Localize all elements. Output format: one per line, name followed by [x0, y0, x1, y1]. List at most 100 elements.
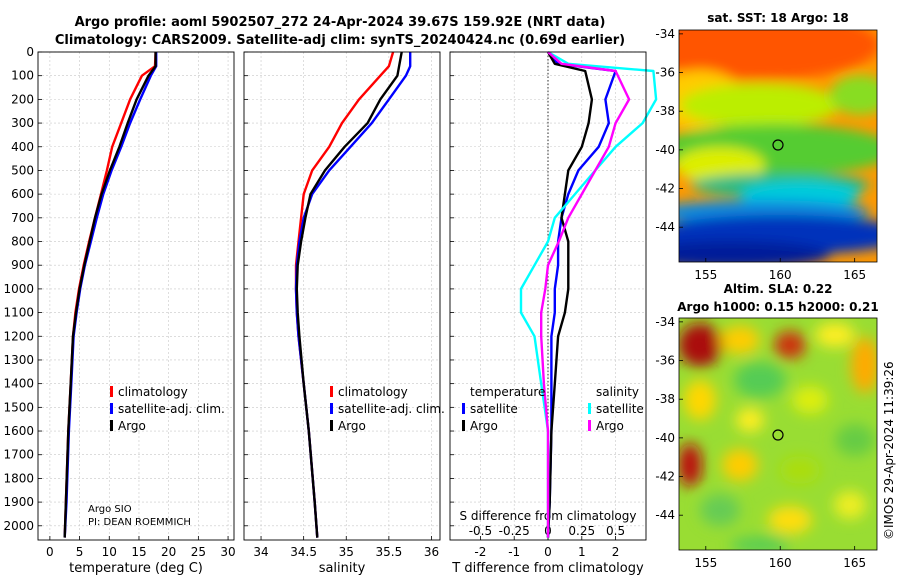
x-tick-label: 1 — [578, 545, 586, 559]
x-axis-label: temperature (deg C) — [69, 561, 203, 576]
x-tick-label: 15 — [131, 545, 146, 559]
x-tick-label: 36 — [424, 545, 439, 559]
legend-label-satellite: satellite-adj. clim. — [338, 402, 445, 416]
x-tick-label: -2 — [474, 545, 486, 559]
map-y-tick-label: -44 — [655, 220, 675, 234]
plot-frame — [449, 51, 647, 541]
map-y-tick-label: -40 — [655, 431, 675, 445]
plot-frame — [243, 51, 441, 541]
legend-label-argo: Argo — [338, 419, 366, 433]
series-line-salinity-satellite — [519, 50, 658, 538]
y-tick-label: 700 — [11, 211, 34, 225]
series-line-argo — [63, 52, 157, 538]
y-tick-label: 1200 — [3, 329, 34, 343]
legend-label-satellite: satellite-adj. clim. — [118, 402, 225, 416]
map-y-tick-label: -42 — [655, 470, 675, 484]
x-tick-label: -1 — [508, 545, 520, 559]
map-y-tick-label: -44 — [655, 508, 675, 522]
x-tick-label: 35 — [339, 545, 354, 559]
legend-swatch-temp-satellite — [462, 403, 465, 414]
y-tick-label: 0 — [26, 45, 34, 59]
argo-location-marker — [772, 429, 784, 441]
title-line1: Argo profile: aoml 5902507_272 24-Apr-20… — [75, 15, 606, 30]
series-line-temperature-argo — [546, 51, 594, 538]
map-y-tick-label: -42 — [655, 182, 675, 196]
secondary-x-tick-label: -0.5 — [469, 524, 492, 538]
legend-label-argo: Argo — [118, 419, 146, 433]
map-x-tick-label: 160 — [769, 556, 792, 570]
series-line-temperature-satellite — [546, 51, 617, 538]
map-y-tick-label: -38 — [655, 104, 675, 118]
x-tick-label: 0 — [544, 545, 552, 559]
legend-label-temp-satellite: satellite — [470, 402, 518, 416]
legend-label-climatology: climatology — [118, 385, 188, 399]
series-line-salinity-argo — [540, 51, 631, 538]
sla-map-image — [679, 318, 877, 550]
x-tick-label: 34 — [253, 545, 268, 559]
salinity-legend: climatology satellite-adj. clim. Argo — [330, 385, 445, 433]
x-axis-label: salinity — [319, 561, 366, 576]
x-axis-label: T difference from climatology — [451, 561, 644, 576]
series-line-argo — [295, 51, 403, 538]
legend-swatch-satellite — [110, 403, 113, 414]
sla-map-subtitle: Argo h1000: 0.15 h2000: 0.21 — [677, 300, 878, 314]
sst-map-title: sat. SST: 18 Argo: 18 — [707, 11, 849, 25]
x-tick-label: 34.5 — [290, 545, 317, 559]
y-tick-label: 1100 — [3, 306, 34, 320]
map-x-tick-label: 155 — [694, 268, 717, 282]
legend-swatch-satellite — [330, 403, 333, 414]
legend-swatch-sal-satellite — [588, 403, 591, 414]
difference-panel: -2 -1 0 1 2-0.5 -0.25 0 0.25 0.5S difference fro… — [449, 50, 658, 576]
x-tick-label: 20 — [161, 545, 176, 559]
sla-map-frame — [678, 317, 878, 551]
legend-label-climatology: climatology — [338, 385, 408, 399]
sst-map-image — [679, 30, 877, 262]
y-tick-label: 1800 — [3, 471, 34, 485]
legend-label-temp-argo: Argo — [470, 419, 498, 433]
plot-frame — [37, 51, 235, 541]
map-x-tick-label: 165 — [843, 556, 866, 570]
series-line-satellite-adj-clim- — [294, 52, 412, 538]
legend-swatch-temp-argo — [462, 420, 465, 431]
legend-swatch-climatology — [110, 386, 113, 397]
secondary-x-tick-label: -0.25 — [499, 524, 530, 538]
legend-heading-temperature: temperature — [470, 385, 545, 399]
x-tick-label: 5 — [76, 545, 84, 559]
legend-swatch-climatology — [330, 386, 333, 397]
y-tick-label: 1300 — [3, 353, 34, 367]
timestamp: ©IMOS 29-Apr-2024 11:39:26 — [882, 361, 896, 540]
map-y-tick-label: -38 — [655, 392, 675, 406]
credit-line1: Argo SIO — [88, 504, 132, 515]
salinity-panel: 34 34.5 35 35.5 36 salinity — [243, 51, 441, 576]
map-x-tick-label: 160 — [769, 268, 792, 282]
map-y-tick-label: -34 — [655, 27, 675, 41]
title-line2: Climatology: CARS2009. Satellite-adj cli… — [55, 33, 625, 48]
y-tick-label: 2000 — [3, 519, 34, 533]
secondary-x-tick-label: 0.5 — [606, 524, 625, 538]
temperature-legend: climatology satellite-adj. clim. Argo — [110, 385, 225, 433]
sst-map-axes: 155 160 165 -34 -36 -38 -40 -42 -44 — [655, 27, 866, 282]
y-tick-label: 1500 — [3, 400, 34, 414]
x-tick-label: 0 — [46, 545, 54, 559]
y-tick-label: 1600 — [3, 424, 34, 438]
x-tick-label: 2 — [612, 545, 620, 559]
secondary-x-tick-label: 0.25 — [568, 524, 595, 538]
map-y-tick-label: -36 — [655, 66, 675, 80]
map-y-tick-label: -36 — [655, 354, 675, 368]
y-tick-label: 400 — [11, 140, 34, 154]
credit-line2: PI: DEAN ROEMMICH — [88, 517, 191, 528]
legend-label-sal-argo: Argo — [596, 419, 624, 433]
x-tick-label: 10 — [102, 545, 117, 559]
y-tick-label: 1400 — [3, 377, 34, 391]
x-tick-label: 30 — [220, 545, 235, 559]
legend-swatch-sal-argo — [588, 420, 591, 431]
sla-map-title: Altim. SLA: 0.22 — [724, 282, 833, 296]
legend-swatch-argo — [110, 420, 113, 431]
y-tick-label: 100 — [11, 69, 34, 83]
y-tick-label: 900 — [11, 258, 34, 272]
y-tick-label: 300 — [11, 116, 34, 130]
y-tick-label: 600 — [11, 187, 34, 201]
sla-map-axes: 155 160 165 -34 -36 -38 -40 -42 -44 — [655, 315, 866, 570]
temperature-panel: 0100200300400500600700800900100011001200… — [3, 45, 235, 576]
